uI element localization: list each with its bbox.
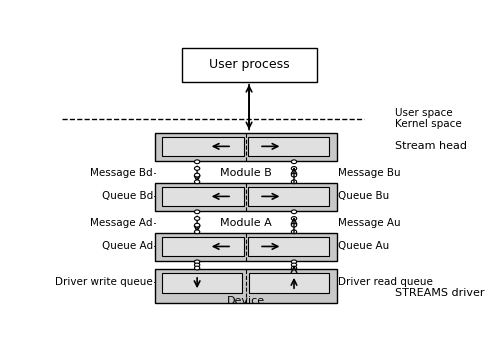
Circle shape — [194, 167, 200, 170]
Text: Message Ad: Message Ad — [91, 218, 153, 228]
Bar — [248, 137, 329, 156]
Circle shape — [194, 263, 200, 267]
Bar — [154, 183, 337, 211]
Circle shape — [291, 160, 297, 164]
Bar — [162, 137, 244, 156]
Circle shape — [291, 180, 297, 184]
Bar — [154, 133, 337, 161]
Bar — [248, 187, 329, 206]
Circle shape — [194, 260, 200, 264]
Text: Driver write queue: Driver write queue — [55, 277, 153, 287]
Text: Queue Bu: Queue Bu — [338, 192, 390, 201]
Text: Message Au: Message Au — [338, 218, 401, 228]
Text: Kernel space: Kernel space — [395, 119, 461, 129]
Text: STREAMS driver: STREAMS driver — [395, 288, 484, 298]
Circle shape — [194, 223, 200, 227]
Bar — [182, 48, 317, 82]
Bar — [248, 237, 329, 256]
Text: Message Bd: Message Bd — [91, 168, 153, 178]
Text: User space: User space — [395, 108, 452, 118]
Bar — [162, 273, 242, 293]
Text: Queue Ad: Queue Ad — [102, 242, 153, 252]
Bar — [154, 232, 337, 261]
Circle shape — [291, 210, 297, 214]
Text: Queue Au: Queue Au — [338, 242, 390, 252]
Circle shape — [291, 173, 297, 177]
Circle shape — [291, 260, 297, 264]
Circle shape — [194, 173, 200, 177]
Text: Driver read queue: Driver read queue — [338, 277, 433, 287]
Circle shape — [291, 266, 297, 270]
Circle shape — [194, 230, 200, 234]
Text: Module B: Module B — [220, 168, 272, 178]
Bar — [162, 237, 244, 256]
Bar — [162, 187, 244, 206]
Circle shape — [194, 180, 200, 184]
Circle shape — [194, 266, 200, 270]
Circle shape — [291, 230, 297, 234]
Circle shape — [194, 210, 200, 214]
Circle shape — [291, 223, 297, 227]
Circle shape — [194, 160, 200, 164]
Text: Queue Bd: Queue Bd — [102, 192, 153, 201]
Circle shape — [291, 217, 297, 220]
Bar — [249, 273, 329, 293]
Bar — [154, 269, 337, 303]
Text: Module A: Module A — [220, 218, 272, 228]
Text: User process: User process — [209, 58, 289, 71]
Circle shape — [291, 167, 297, 170]
Text: Stream head: Stream head — [395, 141, 467, 151]
Circle shape — [291, 263, 297, 267]
Circle shape — [194, 217, 200, 220]
Text: Message Bu: Message Bu — [338, 168, 401, 178]
Text: Device: Device — [227, 296, 265, 306]
